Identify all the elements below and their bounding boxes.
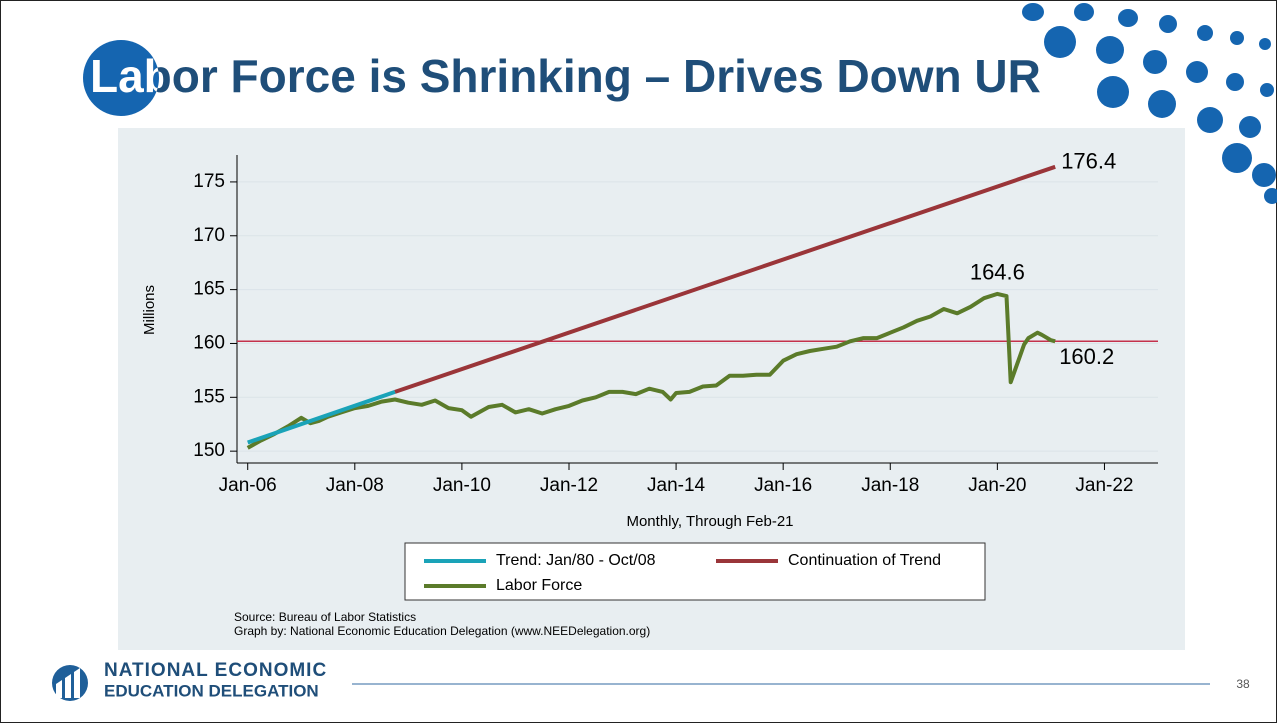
page-number: 38 <box>1236 677 1250 691</box>
x-tick-label: Jan-20 <box>968 475 1026 496</box>
x-tick-label: Jan-08 <box>326 475 384 496</box>
slide-title: Labor Force is Shrinking – Drives Down U… <box>90 50 1041 102</box>
y-tick-label: 160 <box>193 332 225 353</box>
y-tick-label: 175 <box>193 171 225 192</box>
y-tick-label: 150 <box>193 440 225 461</box>
legend-label: Continuation of Trend <box>788 552 941 569</box>
source-note: Source: Bureau of Labor Statistics <box>234 610 416 624</box>
x-tick-label: Jan-18 <box>861 475 919 496</box>
x-tick-label: Jan-10 <box>433 475 491 496</box>
y-tick-label: 170 <box>193 225 225 246</box>
annotation: 164.6 <box>970 260 1025 285</box>
series-line <box>247 390 396 445</box>
y-axis-label: Millions <box>141 285 158 335</box>
x-tick-label: Jan-06 <box>219 475 277 496</box>
annotation: 160.2 <box>1059 344 1114 369</box>
slide-title-highlight: Labor Force is Shrinking – Drives Down U… <box>90 50 1041 102</box>
x-tick-label: Jan-12 <box>540 475 598 496</box>
title-badge <box>83 40 159 116</box>
legend-label: Trend: Jan/80 - Oct/08 <box>496 552 656 569</box>
logo-line1: NATIONAL ECONOMIC <box>104 660 327 681</box>
chart: 150 155 160 165 170 175 Jan-06 Jan-08 Jan-10 Jan-… <box>141 149 1158 638</box>
annotation: 176.4 <box>1061 149 1116 174</box>
y-tick-label: 155 <box>193 386 225 407</box>
legend-label: Labor Force <box>496 577 582 594</box>
dot-decoration <box>1022 3 1277 204</box>
credit-note: Graph by: National Economic Education De… <box>234 624 650 638</box>
logo <box>52 665 88 701</box>
x-tick-label: Jan-14 <box>647 475 706 496</box>
series-line <box>394 164 1056 394</box>
series-line <box>246 291 1056 450</box>
x-tick-label: Jan-16 <box>754 475 812 496</box>
legend <box>404 542 986 601</box>
y-tick-label: 165 <box>193 279 225 300</box>
x-tick-label: Jan-22 <box>1075 475 1133 496</box>
x-axis-label: Monthly, Through Feb-21 <box>626 513 793 530</box>
logo-line2: EDUCATION DELEGATION <box>104 681 319 700</box>
